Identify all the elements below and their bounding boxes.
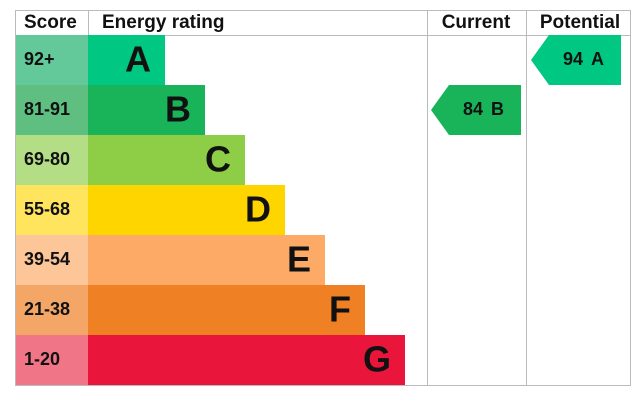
current-value: 84 [463,99,483,119]
rating-bar [88,285,365,335]
score-label: 1-20 [24,349,60,369]
score-label: 81-91 [24,99,70,119]
current-letter: B [491,99,504,119]
score-cell [16,85,88,135]
score-label: 39-54 [24,249,70,269]
score-cell [16,135,88,185]
score-cell [16,185,88,235]
rating-letter: D [245,189,271,230]
score-label: 69-80 [24,149,70,169]
score-cell [16,285,88,335]
potential-arrow [531,35,621,85]
current-arrow [431,85,521,135]
score-label: 92+ [24,49,55,69]
rating-bar [88,185,285,235]
score-cell [16,235,88,285]
potential-value: 94 [563,49,583,69]
header-potential: Potential [540,12,620,33]
score-cell [16,35,88,85]
rating-letter: G [363,339,391,380]
rating-letter: B [165,89,191,130]
score-label: 55-68 [24,199,70,219]
header-rating: Energy rating [102,12,224,33]
rating-bar [88,335,405,385]
rating-bar [88,85,205,135]
rating-bar [88,35,165,85]
header-current: Current [442,12,511,33]
potential-letter: A [591,49,604,69]
rating-bar [88,235,325,285]
rating-letter: E [287,239,311,280]
table-border [15,10,631,386]
rating-letter: C [205,139,231,180]
rating-bar [88,135,245,185]
rating-letter: A [125,39,151,80]
score-cell [16,335,88,385]
score-label: 21-38 [24,299,70,319]
rating-letter: F [329,289,351,330]
header-score: Score [24,12,77,33]
